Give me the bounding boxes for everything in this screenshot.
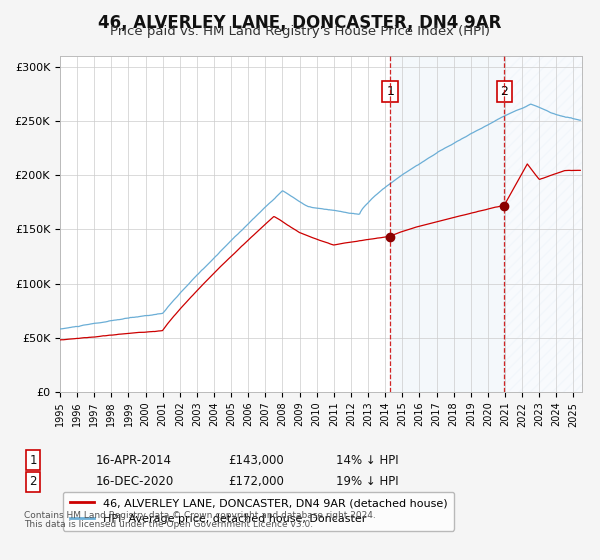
Text: 14% ↓ HPI: 14% ↓ HPI bbox=[336, 454, 398, 467]
Text: 1: 1 bbox=[29, 454, 37, 467]
Text: 16-APR-2014: 16-APR-2014 bbox=[96, 454, 172, 467]
Text: 16-DEC-2020: 16-DEC-2020 bbox=[96, 475, 174, 488]
Legend: 46, ALVERLEY LANE, DONCASTER, DN4 9AR (detached house), HPI: Average price, deta: 46, ALVERLEY LANE, DONCASTER, DN4 9AR (d… bbox=[63, 492, 454, 530]
Text: 2: 2 bbox=[29, 475, 37, 488]
Bar bbox=[504, 56, 600, 392]
Text: £172,000: £172,000 bbox=[228, 475, 284, 488]
Text: 19% ↓ HPI: 19% ↓ HPI bbox=[336, 475, 398, 488]
Text: £143,000: £143,000 bbox=[228, 454, 284, 467]
Text: 2: 2 bbox=[500, 85, 508, 98]
Text: Price paid vs. HM Land Registry's House Price Index (HPI): Price paid vs. HM Land Registry's House … bbox=[110, 25, 490, 38]
Text: This data is licensed under the Open Government Licence v3.0.: This data is licensed under the Open Gov… bbox=[24, 520, 313, 529]
Text: 46, ALVERLEY LANE, DONCASTER, DN4 9AR: 46, ALVERLEY LANE, DONCASTER, DN4 9AR bbox=[98, 14, 502, 32]
Text: 1: 1 bbox=[386, 85, 394, 98]
Text: Contains HM Land Registry data © Crown copyright and database right 2024.: Contains HM Land Registry data © Crown c… bbox=[24, 511, 376, 520]
Bar bbox=[390, 56, 504, 392]
